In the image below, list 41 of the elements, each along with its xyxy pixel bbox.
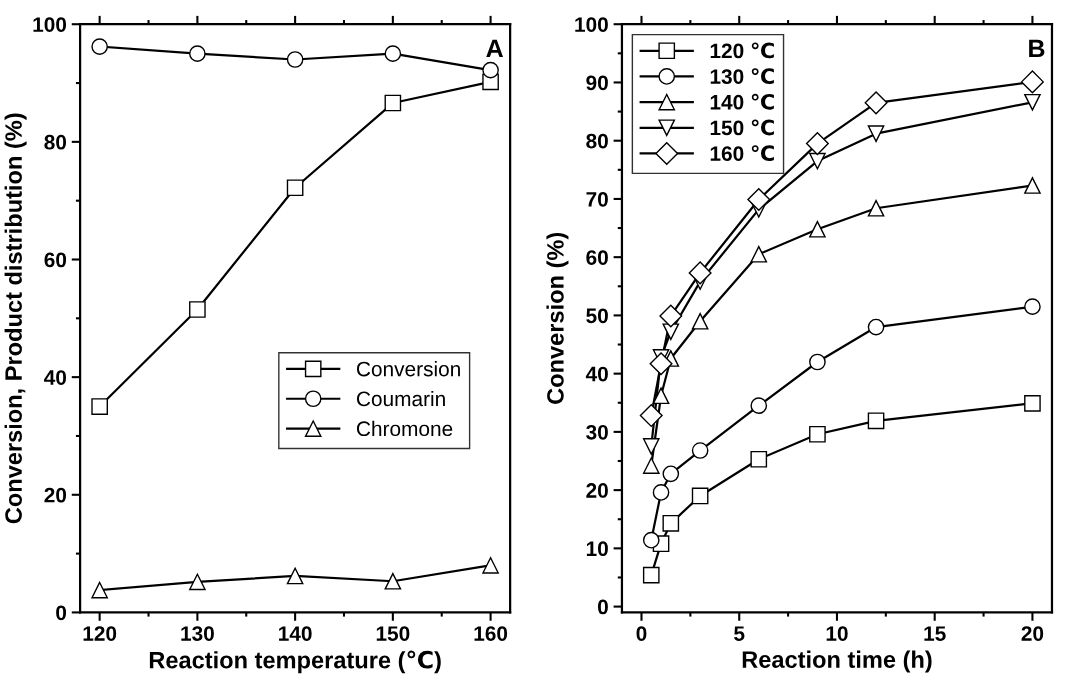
y-tick-label: 100 — [575, 17, 608, 32]
x-tick-label: 5 — [734, 626, 745, 641]
y-axis-title: Conversion, Product distribution (%) — [4, 113, 27, 524]
y-tick-label: 60 — [44, 252, 67, 268]
annotation: B — [1029, 39, 1045, 58]
y-tick-label: 30 — [586, 424, 608, 440]
y-tick-label: 0 — [56, 605, 67, 621]
x-tick-label: 0 — [636, 626, 647, 641]
y-tick-label: 70 — [586, 191, 608, 207]
y-tick-label: 80 — [44, 134, 67, 150]
y-tick-label: 40 — [585, 366, 608, 382]
legend-label: 130 ℃ — [710, 68, 774, 85]
legend-label: Chromone — [356, 420, 453, 437]
annotation: A — [486, 39, 504, 58]
x-tick-label: 10 — [826, 626, 848, 641]
legend-label: 120 ℃ — [710, 42, 774, 59]
x-tick-label: 20 — [1021, 626, 1044, 641]
x-tick-label: 120 — [83, 626, 117, 641]
x-tick-label: 15 — [924, 626, 946, 641]
y-tick-label: 50 — [586, 308, 608, 324]
x-tick-label: 140 — [279, 626, 312, 641]
legend-label: 150 ℃ — [710, 119, 774, 136]
x-tick-label: 150 — [376, 626, 410, 641]
x-tick-label: 130 — [181, 626, 214, 641]
x-tick-label: 160 — [474, 626, 508, 641]
y-axis-title: Conversion (%) — [546, 232, 569, 404]
y-tick-label: 20 — [586, 483, 608, 498]
y-tick-label: 90 — [586, 75, 608, 91]
y-tick-label: 60 — [586, 250, 608, 265]
y-tick-label: 80 — [586, 133, 608, 149]
legend-label: 160 ℃ — [710, 145, 774, 162]
legend-label: 140 ℃ — [710, 93, 774, 110]
y-tick-label: 20 — [44, 487, 67, 503]
y-tick-label: 0 — [597, 599, 608, 615]
legend-label: Conversion — [356, 361, 460, 377]
y-tick-label: 40 — [44, 370, 67, 385]
y-tick-label: 10 — [586, 541, 608, 557]
x-axis-title: Reaction time (h) — [742, 650, 932, 673]
x-axis-title: Reaction temperature (℃) — [149, 650, 441, 674]
legend-label: Coumarin — [356, 390, 445, 407]
y-tick-label: 100 — [33, 17, 67, 32]
